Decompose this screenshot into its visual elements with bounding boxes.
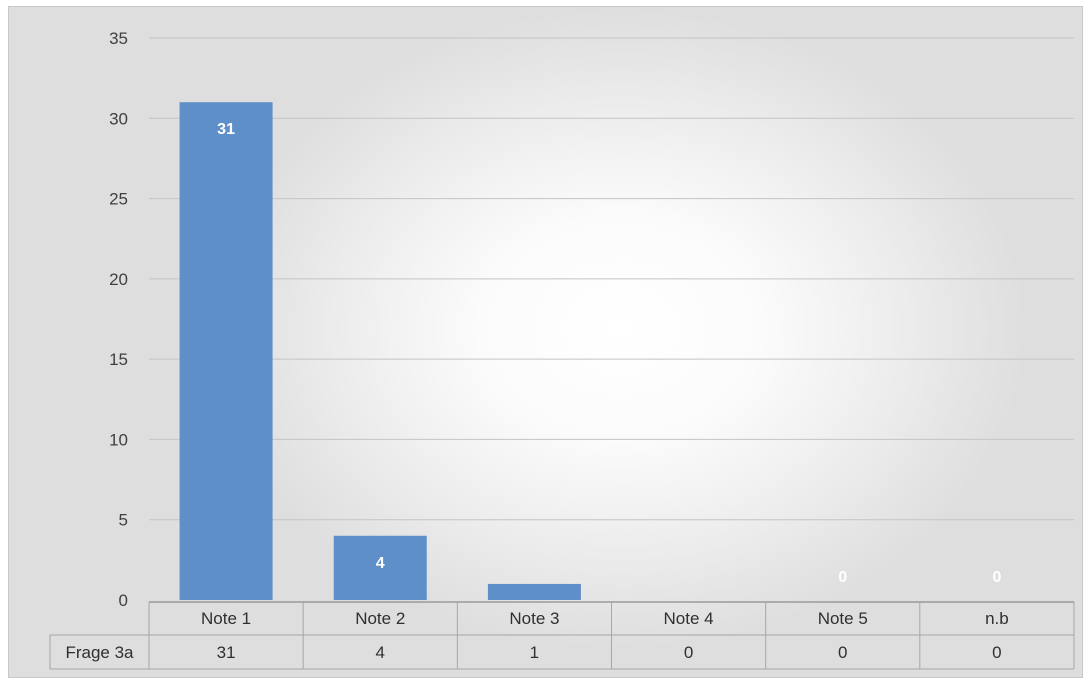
data-labels: 31 4 0 0 xyxy=(217,121,1001,586)
data-label: 0 xyxy=(838,569,847,586)
y-tick-label: 10 xyxy=(109,430,128,449)
bar xyxy=(179,102,273,600)
data-label: 4 xyxy=(376,555,385,572)
y-tick-label: 30 xyxy=(109,109,128,128)
bars xyxy=(179,102,581,600)
x-tick-label: Note 1 xyxy=(201,609,251,628)
table-value: 0 xyxy=(992,643,1001,662)
y-tick-label: 15 xyxy=(109,350,128,369)
data-table: Note 1 31 Note 2 4 Note 3 1 Note 4 0 Note 5 0 n.b 0… xyxy=(49,601,1075,670)
table-value: 0 xyxy=(684,643,693,662)
y-tick-label: 35 xyxy=(109,29,128,48)
y-tick-label: 25 xyxy=(109,190,128,209)
x-tick-label: Note 2 xyxy=(355,609,405,628)
y-tick-label: 0 xyxy=(119,591,128,610)
bar xyxy=(333,535,427,600)
gridlines xyxy=(149,37,1074,521)
table-value: 4 xyxy=(376,643,385,662)
data-label: 0 xyxy=(992,569,1001,586)
x-tick-label: n.b xyxy=(985,609,1009,628)
y-axis-tick-labels: 0 5 10 15 20 25 30 35 xyxy=(109,29,128,610)
y-tick-label: 20 xyxy=(109,270,128,289)
table-value: 1 xyxy=(530,643,539,662)
table-value: 31 xyxy=(217,643,236,662)
y-tick-label: 5 xyxy=(119,511,128,530)
x-tick-label: Note 4 xyxy=(664,609,714,628)
table-value: 0 xyxy=(838,643,847,662)
x-tick-label: Note 3 xyxy=(509,609,559,628)
series-row-label: Frage 3a xyxy=(65,643,134,662)
bar xyxy=(487,583,581,600)
x-tick-label: Note 5 xyxy=(818,609,868,628)
data-label: 31 xyxy=(217,121,235,138)
